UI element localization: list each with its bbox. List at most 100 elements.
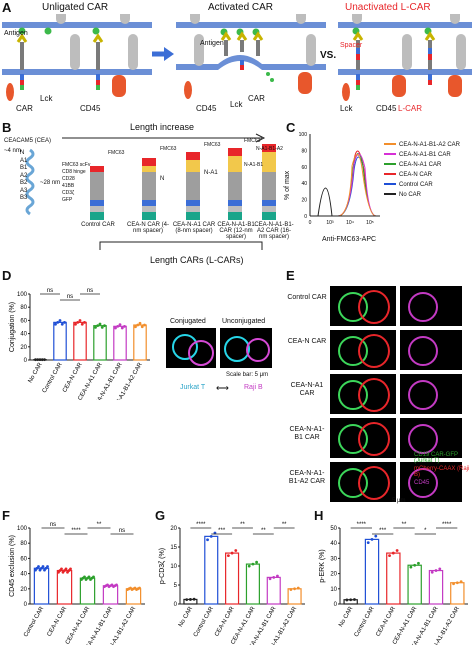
data-point bbox=[138, 586, 141, 590]
data-point bbox=[349, 598, 353, 602]
legend-entry: CEA-N-A1-B1 CAR bbox=[384, 150, 460, 160]
data-point bbox=[293, 587, 296, 591]
data-point bbox=[353, 598, 356, 601]
spacer-label: Spacer bbox=[340, 42, 363, 49]
y-axis-label: p-ERK (%) bbox=[319, 549, 326, 582]
x-tick-label: CEA-N CAR bbox=[62, 361, 84, 393]
data-point bbox=[136, 323, 140, 327]
data-point bbox=[100, 325, 104, 329]
apc-membrane-3 bbox=[338, 22, 472, 28]
sig-label: ns bbox=[119, 528, 125, 534]
c-ytick: 40 bbox=[301, 181, 307, 187]
panel-d-scale: Scale bar: 5 μm bbox=[226, 372, 269, 378]
c-xtick: 0 bbox=[309, 220, 312, 226]
fmc63-label-2: FMC63 bbox=[160, 146, 177, 152]
panel-h-label: H bbox=[314, 508, 324, 523]
data-point bbox=[438, 567, 442, 571]
t-membrane-2 bbox=[176, 55, 326, 70]
bar bbox=[225, 552, 240, 605]
legend-entry: CEA-N CAR bbox=[384, 170, 460, 180]
data-point bbox=[60, 567, 63, 571]
c-ytick: 80 bbox=[301, 148, 307, 154]
data-point bbox=[36, 358, 40, 362]
ceacam5-label: CEACAM5 (CEA) bbox=[4, 138, 52, 144]
bar bbox=[266, 576, 281, 605]
data-point bbox=[96, 324, 100, 328]
data-point bbox=[206, 538, 209, 542]
sig-label: *** bbox=[218, 528, 226, 534]
antigen-icon bbox=[44, 27, 52, 35]
x-tick-label: CEA-N CAR bbox=[47, 605, 69, 637]
data-point bbox=[63, 320, 66, 324]
data-point bbox=[123, 324, 126, 328]
data-point bbox=[185, 598, 189, 602]
x-tick-label: Control CAR bbox=[42, 361, 64, 394]
y-tick-label: 20 bbox=[20, 587, 27, 593]
bar bbox=[386, 552, 401, 605]
legend-entry: Control CAR bbox=[384, 180, 460, 190]
data-point bbox=[255, 560, 259, 564]
y-tick-label: 60 bbox=[20, 556, 27, 562]
construct-name-cea-n-a1-b1-a2: CEA-N-A1-B1-A2 CAR (16-nm spacer) bbox=[254, 222, 294, 240]
unconjugated-image bbox=[220, 328, 272, 368]
data-point bbox=[374, 534, 378, 538]
data-point bbox=[103, 324, 106, 328]
antigen-icon bbox=[92, 27, 100, 35]
y-tick-label: 15 bbox=[170, 545, 177, 551]
fmc63-label-4: FMC63 bbox=[244, 138, 261, 144]
row-label: CEA-N-A1-B1-A2 CAR bbox=[288, 470, 326, 485]
construct-cea-n-a1-b1-a2 bbox=[262, 144, 276, 220]
x-tick-label: CEA-N CAR bbox=[214, 605, 236, 637]
double-arrow-icon: ⟷ bbox=[216, 383, 229, 393]
panel-c-label: C bbox=[286, 120, 296, 135]
bar bbox=[113, 325, 127, 361]
conjugated-label: Conjugated bbox=[170, 318, 206, 325]
data-point bbox=[234, 549, 238, 552]
arrow-icon bbox=[164, 47, 174, 61]
legend-gfp: CD19 CAR-GFP (Jurkat T) bbox=[414, 452, 458, 464]
ceacam5-icon bbox=[25, 148, 35, 216]
row-label: Control CAR bbox=[287, 294, 327, 301]
construct-name-cea-n: CEA-N CAR (4-nm spacer) bbox=[126, 222, 169, 234]
y-tick-label: 40 bbox=[20, 572, 27, 578]
data-point bbox=[34, 358, 37, 362]
data-point bbox=[366, 541, 370, 545]
data-point bbox=[46, 565, 49, 568]
panel-c-ylabel: % of max bbox=[284, 170, 291, 200]
data-point bbox=[345, 598, 349, 602]
c-xtick: 10⁴ bbox=[346, 220, 354, 226]
cd45-image bbox=[400, 418, 462, 458]
y-tick-label: 20 bbox=[330, 572, 337, 578]
row-label: CEA-N-A1-B1 CAR bbox=[289, 426, 325, 441]
data-point bbox=[409, 565, 413, 569]
bar bbox=[245, 563, 260, 605]
y-tick-label: 60 bbox=[20, 318, 27, 324]
bar bbox=[102, 585, 119, 605]
data-point bbox=[114, 326, 117, 330]
data-point bbox=[94, 325, 97, 329]
panel-a-title-unligated: Unligated CAR bbox=[42, 2, 109, 13]
construct-name-cea-n-a1: CEA-N-A1 CAR (8-nm spacer) bbox=[172, 222, 216, 234]
panel-c-legend: CEA-N-A1-B1-A2 CAR CEA-N-A1-B1 CAR CEA-N-A… bbox=[384, 140, 460, 200]
data-point bbox=[76, 320, 80, 324]
cd45-label-2: CD45 bbox=[196, 104, 217, 113]
panel-f-label: F bbox=[2, 508, 10, 523]
data-point bbox=[115, 583, 118, 587]
y-tick-label: 100 bbox=[17, 292, 28, 298]
data-point bbox=[272, 576, 276, 579]
cd45-label-3: CD45 bbox=[376, 104, 397, 113]
panel-c-histogram: 0 20 40 60 80 100 0 10³ 10⁴ 10⁵ bbox=[299, 132, 380, 226]
data-point bbox=[83, 320, 86, 324]
sig-label: **** bbox=[71, 528, 81, 534]
y-tick-label: 10 bbox=[330, 587, 337, 593]
panel-h-chart: 0 10 20 30 40 50 p-ERK (%) No CAR Control CAR CEA… bbox=[319, 522, 468, 645]
car-icon bbox=[92, 33, 104, 90]
data-point bbox=[395, 549, 399, 552]
sig-label: ** bbox=[97, 522, 102, 528]
sig-label: * bbox=[424, 528, 427, 534]
merge-image bbox=[330, 286, 396, 326]
data-point bbox=[455, 581, 459, 585]
data-point bbox=[69, 567, 72, 571]
sig-label: *** bbox=[379, 528, 387, 534]
